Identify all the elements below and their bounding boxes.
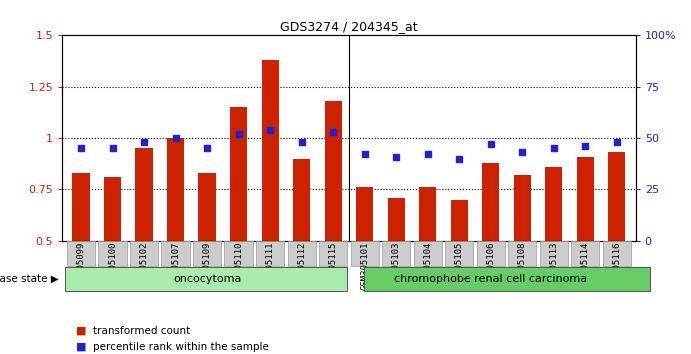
Bar: [73, 173, 90, 241]
Point: [107, 145, 118, 151]
Point: [485, 141, 496, 147]
Point: [233, 131, 244, 137]
FancyBboxPatch shape: [319, 241, 348, 266]
Text: ■: ■: [76, 342, 86, 352]
FancyBboxPatch shape: [350, 241, 379, 266]
FancyBboxPatch shape: [67, 241, 95, 266]
Bar: [167, 138, 184, 241]
Point: [359, 152, 370, 157]
Point: [580, 143, 591, 149]
FancyBboxPatch shape: [98, 241, 126, 266]
Bar: [545, 167, 562, 241]
FancyBboxPatch shape: [508, 241, 536, 266]
Point: [328, 129, 339, 135]
Bar: [198, 173, 216, 241]
Bar: [293, 159, 310, 241]
Text: GSM305100: GSM305100: [108, 242, 117, 290]
FancyBboxPatch shape: [540, 241, 568, 266]
FancyBboxPatch shape: [256, 241, 285, 266]
Bar: [104, 177, 122, 241]
FancyBboxPatch shape: [603, 241, 631, 266]
FancyBboxPatch shape: [571, 241, 600, 266]
Point: [139, 139, 150, 145]
Text: GSM305113: GSM305113: [549, 242, 558, 290]
Text: GSM305104: GSM305104: [423, 242, 433, 290]
FancyBboxPatch shape: [287, 241, 316, 266]
Bar: [419, 187, 437, 241]
Text: GSM305111: GSM305111: [265, 242, 275, 290]
FancyBboxPatch shape: [193, 241, 221, 266]
Bar: [451, 200, 468, 241]
Point: [296, 139, 307, 145]
FancyBboxPatch shape: [364, 267, 650, 291]
FancyBboxPatch shape: [445, 241, 473, 266]
Text: percentile rank within the sample: percentile rank within the sample: [93, 342, 269, 352]
Text: GSM305115: GSM305115: [329, 242, 338, 290]
Text: GSM305103: GSM305103: [392, 242, 401, 290]
Bar: [482, 163, 500, 241]
Text: GSM305109: GSM305109: [202, 242, 211, 290]
FancyBboxPatch shape: [382, 241, 410, 266]
Text: GSM305114: GSM305114: [581, 242, 590, 290]
Point: [202, 145, 213, 151]
Bar: [135, 148, 153, 241]
FancyBboxPatch shape: [225, 241, 253, 266]
Bar: [230, 107, 247, 241]
Point: [170, 135, 181, 141]
Point: [75, 145, 86, 151]
Point: [517, 150, 528, 155]
Text: GSM305108: GSM305108: [518, 242, 527, 290]
FancyBboxPatch shape: [130, 241, 158, 266]
Text: GSM305099: GSM305099: [77, 242, 86, 290]
Text: GSM305107: GSM305107: [171, 242, 180, 290]
Title: GDS3274 / 204345_at: GDS3274 / 204345_at: [280, 20, 418, 33]
Bar: [325, 101, 342, 241]
Text: transformed count: transformed count: [93, 326, 191, 336]
FancyBboxPatch shape: [413, 241, 442, 266]
FancyBboxPatch shape: [162, 241, 190, 266]
Point: [548, 145, 559, 151]
Text: GSM305106: GSM305106: [486, 242, 495, 290]
Point: [265, 127, 276, 133]
Bar: [388, 198, 405, 241]
Text: GSM305110: GSM305110: [234, 242, 243, 290]
Text: disease state ▶: disease state ▶: [0, 274, 59, 284]
Point: [612, 139, 623, 145]
FancyBboxPatch shape: [66, 267, 348, 291]
Text: oncocytoma: oncocytoma: [173, 274, 241, 284]
Bar: [356, 187, 373, 241]
Point: [422, 152, 433, 157]
Bar: [513, 175, 531, 241]
Text: GSM305101: GSM305101: [360, 242, 369, 290]
Bar: [608, 153, 625, 241]
Bar: [261, 60, 279, 241]
Point: [390, 154, 401, 159]
Text: GSM305116: GSM305116: [612, 242, 621, 290]
Point: [454, 156, 465, 161]
Text: GSM305112: GSM305112: [297, 242, 306, 290]
Text: chromophobe renal cell carcinoma: chromophobe renal cell carcinoma: [394, 274, 587, 284]
Text: GSM305105: GSM305105: [455, 242, 464, 290]
Text: GSM305102: GSM305102: [140, 242, 149, 290]
Bar: [576, 156, 594, 241]
Text: ■: ■: [76, 326, 86, 336]
FancyBboxPatch shape: [477, 241, 505, 266]
